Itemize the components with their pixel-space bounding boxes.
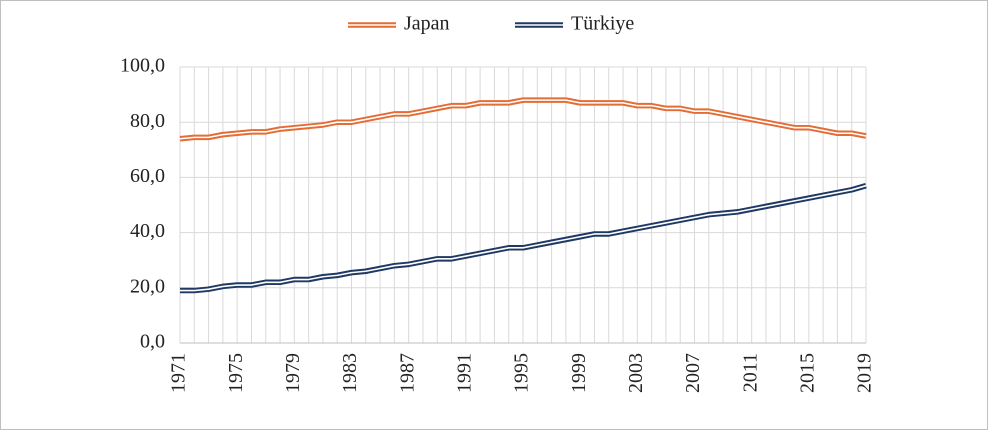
x-tick-label: 1975 [225, 353, 247, 393]
y-tick-label: 40,0 [130, 220, 165, 242]
x-tick-label: 1971 [168, 353, 190, 393]
y-tick-label: 20,0 [130, 275, 165, 297]
x-tick-label: 1979 [282, 353, 304, 393]
x-tick-label: 2019 [854, 353, 876, 393]
x-tick-label: 1991 [453, 353, 475, 393]
x-tick-label: 2007 [682, 353, 704, 393]
x-tick-label: 1987 [396, 353, 418, 393]
x-tick-label: 1983 [339, 353, 361, 393]
line-inner [180, 184, 867, 292]
x-tick-label: 2003 [625, 353, 647, 393]
x-tick-label: 2011 [739, 353, 761, 392]
y-tick-label: 60,0 [130, 165, 165, 187]
legend-label: Türkiye [571, 13, 634, 35]
legend-label: Japan [404, 13, 450, 35]
x-tick-label: 1995 [511, 353, 533, 393]
line-inner [179, 99, 867, 140]
y-tick-label: 100,0 [120, 55, 165, 77]
x-tick-label: 1999 [568, 353, 590, 393]
y-tick-label: 80,0 [130, 110, 165, 132]
x-tick-label: 2015 [796, 353, 818, 393]
y-tick-label: 0,0 [140, 331, 165, 353]
